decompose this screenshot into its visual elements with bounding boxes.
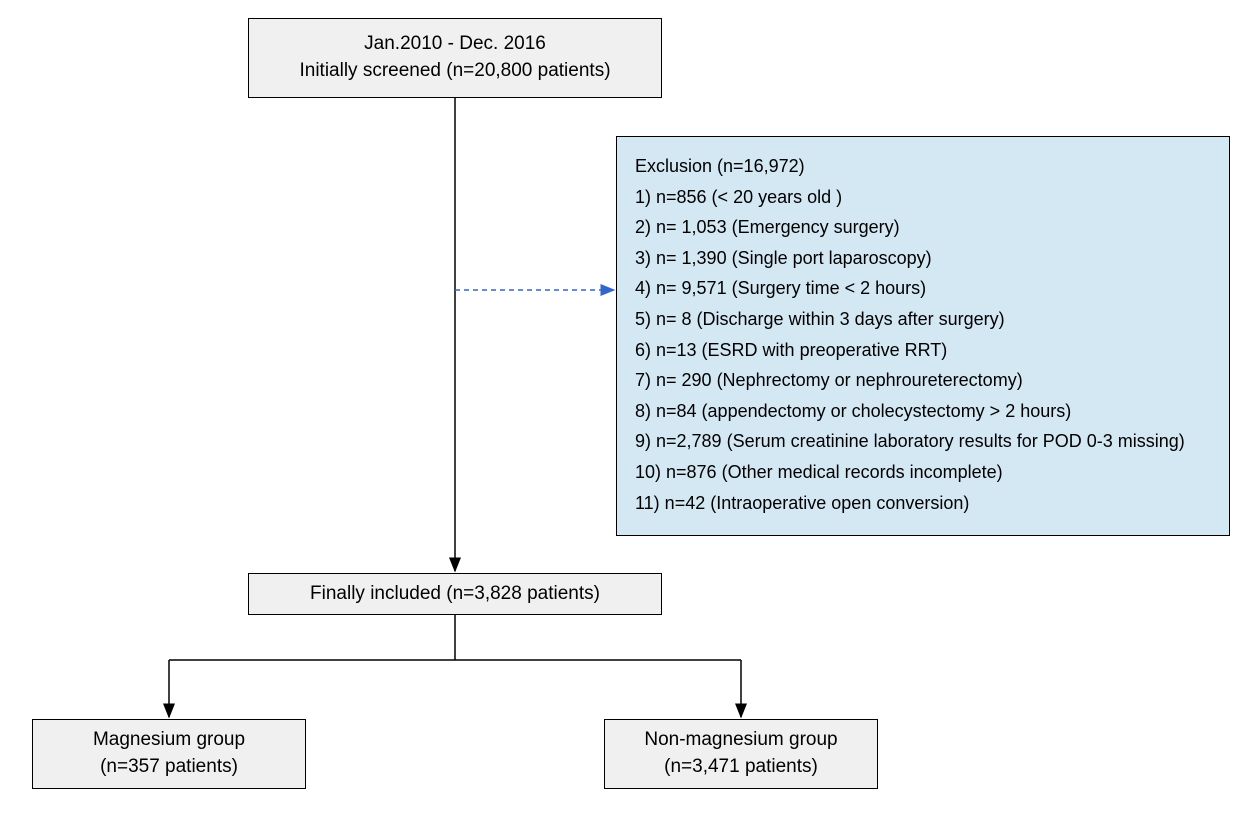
included-line1: Finally included (n=3,828 patients) [310,581,600,608]
node-non-magnesium: Non-magnesium group (n=3,471 patients) [604,719,878,789]
non-magnesium-line1: Non-magnesium group [644,727,837,754]
magnesium-line1: Magnesium group [93,727,245,754]
node-magnesium: Magnesium group (n=357 patients) [32,719,306,789]
exclusion-item-7: 7) n= 290 (Nephrectomy or nephroureterec… [635,365,1211,396]
exclusion-box: Exclusion (n=16,972) 1) n=856 (< 20 year… [616,136,1230,536]
screened-line2: Initially screened (n=20,800 patients) [299,58,610,85]
exclusion-item-9: 9) n=2,789 (Serum creatinine laboratory … [635,426,1211,457]
magnesium-line2: (n=357 patients) [100,754,238,781]
exclusion-item-8: 8) n=84 (appendectomy or cholecystectomy… [635,396,1211,427]
exclusion-title: Exclusion (n=16,972) [635,151,1211,182]
screened-line1: Jan.2010 - Dec. 2016 [364,31,546,58]
exclusion-item-10: 10) n=876 (Other medical records incompl… [635,457,1211,488]
exclusion-item-5: 5) n= 8 (Discharge within 3 days after s… [635,304,1211,335]
node-screened: Jan.2010 - Dec. 2016 Initially screened … [248,18,662,98]
non-magnesium-line2: (n=3,471 patients) [664,754,818,781]
exclusion-item-1: 1) n=856 (< 20 years old ) [635,182,1211,213]
node-included: Finally included (n=3,828 patients) [248,573,662,615]
exclusion-item-6: 6) n=13 (ESRD with preoperative RRT) [635,335,1211,366]
exclusion-item-2: 2) n= 1,053 (Emergency surgery) [635,212,1211,243]
exclusion-item-4: 4) n= 9,571 (Surgery time < 2 hours) [635,273,1211,304]
exclusion-item-3: 3) n= 1,390 (Single port laparoscopy) [635,243,1211,274]
exclusion-item-11: 11) n=42 (Intraoperative open conversion… [635,488,1211,519]
